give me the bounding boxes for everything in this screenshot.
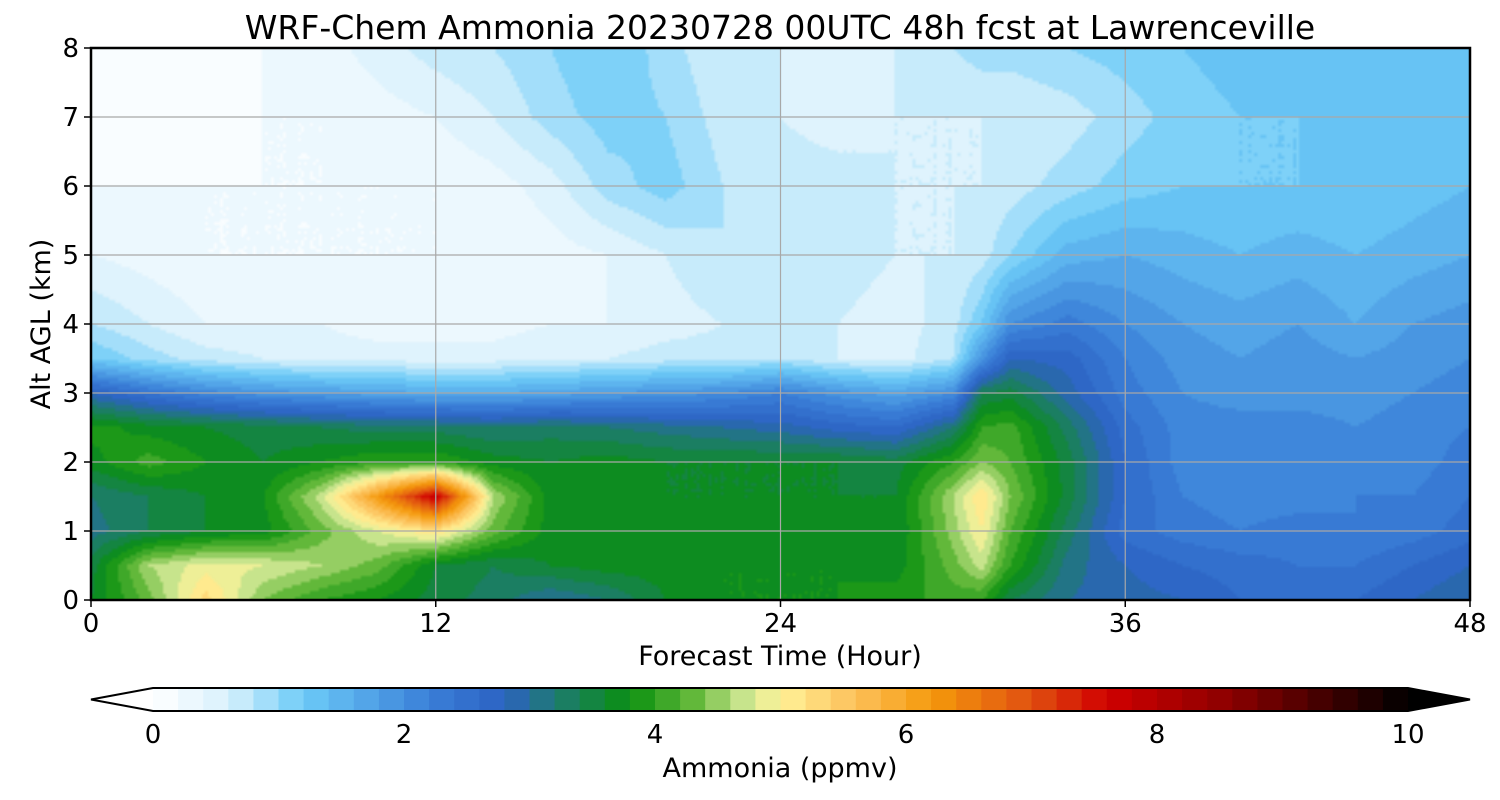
colorbar-bin [1357, 688, 1384, 711]
colorbar-label: Ammonia (ppmv) [663, 753, 898, 784]
colorbar-bin [1307, 688, 1334, 711]
colorbar-bin [1131, 688, 1158, 711]
colorbar-tick-label: 2 [396, 720, 413, 750]
colorbar-bin [1382, 688, 1409, 711]
colorbar-bin [1232, 688, 1258, 711]
colorbar-bin [1031, 688, 1058, 711]
colorbar-bin [153, 688, 179, 711]
x-tick-label: 0 [83, 609, 100, 639]
colorbar-bin [629, 688, 656, 711]
x-axis-label: Forecast Time (Hour) [638, 641, 922, 672]
colorbar-bin [805, 688, 832, 711]
colorbar-min-extension [91, 688, 153, 711]
colorbar-bin [278, 688, 305, 711]
y-tick-label: 3 [62, 379, 79, 409]
colorbar-bin [680, 688, 706, 711]
colorbar-bin [303, 688, 330, 711]
colorbar-bin [529, 688, 556, 711]
colorbar-bin [353, 688, 380, 711]
y-tick-label: 2 [62, 448, 79, 478]
colorbar-bin [780, 688, 807, 711]
colorbar-ticks: 0 2 4 6 8 10 [145, 720, 1425, 750]
colorbar-outline [90, 687, 1471, 712]
colorbar-bin [1207, 688, 1233, 711]
colorbar-bin [1257, 688, 1284, 711]
colorbar-bin [880, 688, 907, 711]
y-axis-ticks: 0 1 2 3 4 5 6 7 8 [62, 34, 91, 616]
colorbar-bin [554, 688, 581, 711]
colorbar-bin [228, 688, 254, 711]
colorbar-bin [404, 688, 430, 711]
y-axis-label: Alt AGL (km) [26, 239, 57, 410]
colorbar-bin [604, 688, 631, 711]
colorbar-bin [1332, 688, 1359, 711]
y-tick-label: 1 [62, 517, 79, 547]
colorbar-bin [730, 688, 756, 711]
colorbar-bin [830, 688, 857, 711]
colorbar-bin [1157, 688, 1183, 711]
y-tick-label: 5 [62, 241, 79, 271]
plot-area [89, 46, 1472, 602]
colorbar-bin [178, 688, 204, 711]
colorbar-bin [378, 688, 405, 711]
colorbar-bin [1106, 688, 1133, 711]
colorbar-bin [931, 688, 957, 711]
colorbar-bin [981, 688, 1007, 711]
x-tick-label: 36 [1109, 609, 1142, 639]
colorbar-bin [1182, 688, 1208, 711]
x-tick-label: 12 [419, 609, 452, 639]
colorbar-bin [479, 688, 505, 711]
colorbar-bin [855, 688, 882, 711]
colorbar-bin [906, 688, 932, 711]
x-tick-label: 24 [764, 609, 797, 639]
colorbar-tick-label: 8 [1149, 720, 1166, 750]
colorbar-bin [328, 688, 355, 711]
colorbar-bin [655, 688, 681, 711]
y-tick-label: 8 [62, 34, 79, 64]
colorbar-bin [429, 688, 455, 711]
x-axis-ticks: 0 12 24 36 48 [83, 600, 1487, 639]
y-tick-label: 6 [62, 172, 79, 202]
colorbar-bin [755, 688, 782, 711]
colorbar-tick-label: 4 [647, 720, 664, 750]
colorbar-tick-label: 10 [1391, 720, 1424, 750]
colorbar-bin [1006, 688, 1033, 711]
x-tick-label: 48 [1453, 609, 1486, 639]
colorbar-tick-label: 0 [145, 720, 162, 750]
y-tick-label: 7 [62, 103, 79, 133]
chart-title: WRF-Chem Ammonia 20230728 00UTC 48h fcst… [245, 8, 1315, 47]
colorbar-max-extension [1408, 688, 1470, 711]
colorbar-bin [1282, 688, 1309, 711]
colorbar-bin [454, 688, 480, 711]
colorbar [90, 687, 1471, 712]
colorbar-bin [956, 688, 982, 711]
colorbar-tick-label: 6 [898, 720, 915, 750]
colorbar-bin [1056, 688, 1083, 711]
colorbar-bin [1081, 688, 1108, 711]
colorbar-bin [253, 688, 280, 711]
colorbar-bin [705, 688, 731, 711]
y-tick-label: 0 [62, 586, 79, 616]
y-tick-label: 4 [62, 310, 79, 340]
colorbar-bin [504, 688, 531, 711]
colorbar-bin [579, 688, 606, 711]
colorbar-bin [203, 688, 229, 711]
